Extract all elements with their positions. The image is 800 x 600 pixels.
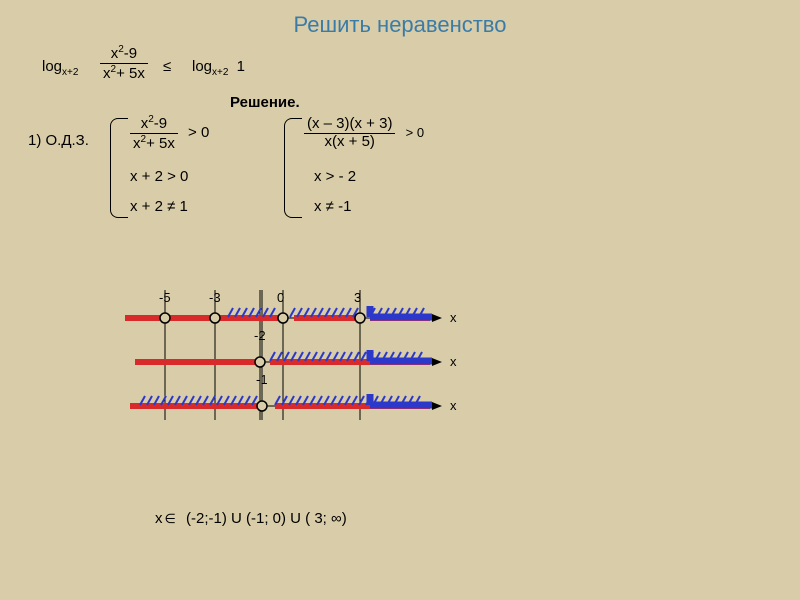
svg-text:0: 0	[277, 290, 284, 305]
svg-text:-1: -1	[256, 372, 268, 387]
svg-text:-5: -5	[159, 290, 171, 305]
svg-text:x: x	[450, 310, 457, 325]
svg-text:x: x	[450, 398, 457, 413]
content-stage: logx+2 x2-9 x2+ 5x ≤ logx+2 1 Решение. 1…	[0, 0, 800, 600]
numberline-diagram: -5 -3 0 3 x -2 x -1 x	[0, 0, 800, 600]
svg-text:-3: -3	[209, 290, 221, 305]
svg-text:3: 3	[354, 290, 361, 305]
svg-text:x: x	[450, 354, 457, 369]
svg-text:-2: -2	[254, 328, 266, 343]
answer: x∈ (-2;-1) U (-1; 0) U ( 3; ∞)	[155, 510, 347, 527]
